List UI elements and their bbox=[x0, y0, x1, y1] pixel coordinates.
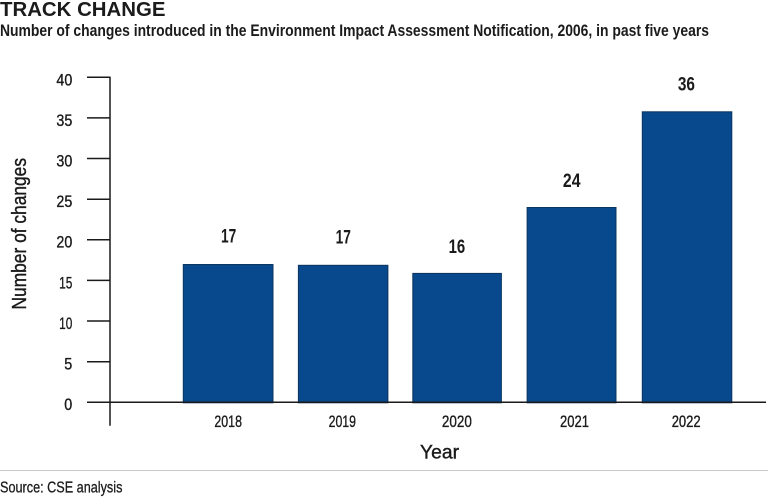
svg-text:17: 17 bbox=[336, 227, 351, 248]
svg-text:2021: 2021 bbox=[560, 413, 589, 431]
svg-text:2022: 2022 bbox=[672, 413, 701, 431]
svg-text:10: 10 bbox=[59, 315, 72, 333]
svg-text:2019: 2019 bbox=[329, 413, 356, 431]
svg-text:Number of changes introduced i: Number of changes introduced in the Envi… bbox=[0, 21, 709, 40]
svg-text:2018: 2018 bbox=[214, 413, 242, 431]
svg-text:2020: 2020 bbox=[442, 413, 472, 431]
svg-text:25: 25 bbox=[56, 193, 72, 211]
svg-text:24: 24 bbox=[563, 171, 581, 192]
svg-text:Year: Year bbox=[420, 442, 459, 464]
svg-text:17: 17 bbox=[221, 227, 236, 248]
svg-text:Number of changes: Number of changes bbox=[9, 158, 31, 310]
svg-text:TRACK CHANGE: TRACK CHANGE bbox=[0, 0, 166, 21]
svg-text:36: 36 bbox=[678, 75, 695, 96]
svg-text:30: 30 bbox=[56, 153, 72, 171]
svg-text:20: 20 bbox=[56, 234, 72, 252]
svg-text:40: 40 bbox=[56, 71, 72, 89]
svg-text:15: 15 bbox=[59, 274, 72, 292]
svg-text:16: 16 bbox=[449, 237, 466, 258]
svg-text:0: 0 bbox=[64, 396, 72, 414]
svg-text:Source: CSE analysis: Source: CSE analysis bbox=[0, 479, 122, 496]
svg-text:35: 35 bbox=[56, 112, 72, 130]
svg-text:5: 5 bbox=[64, 356, 72, 374]
